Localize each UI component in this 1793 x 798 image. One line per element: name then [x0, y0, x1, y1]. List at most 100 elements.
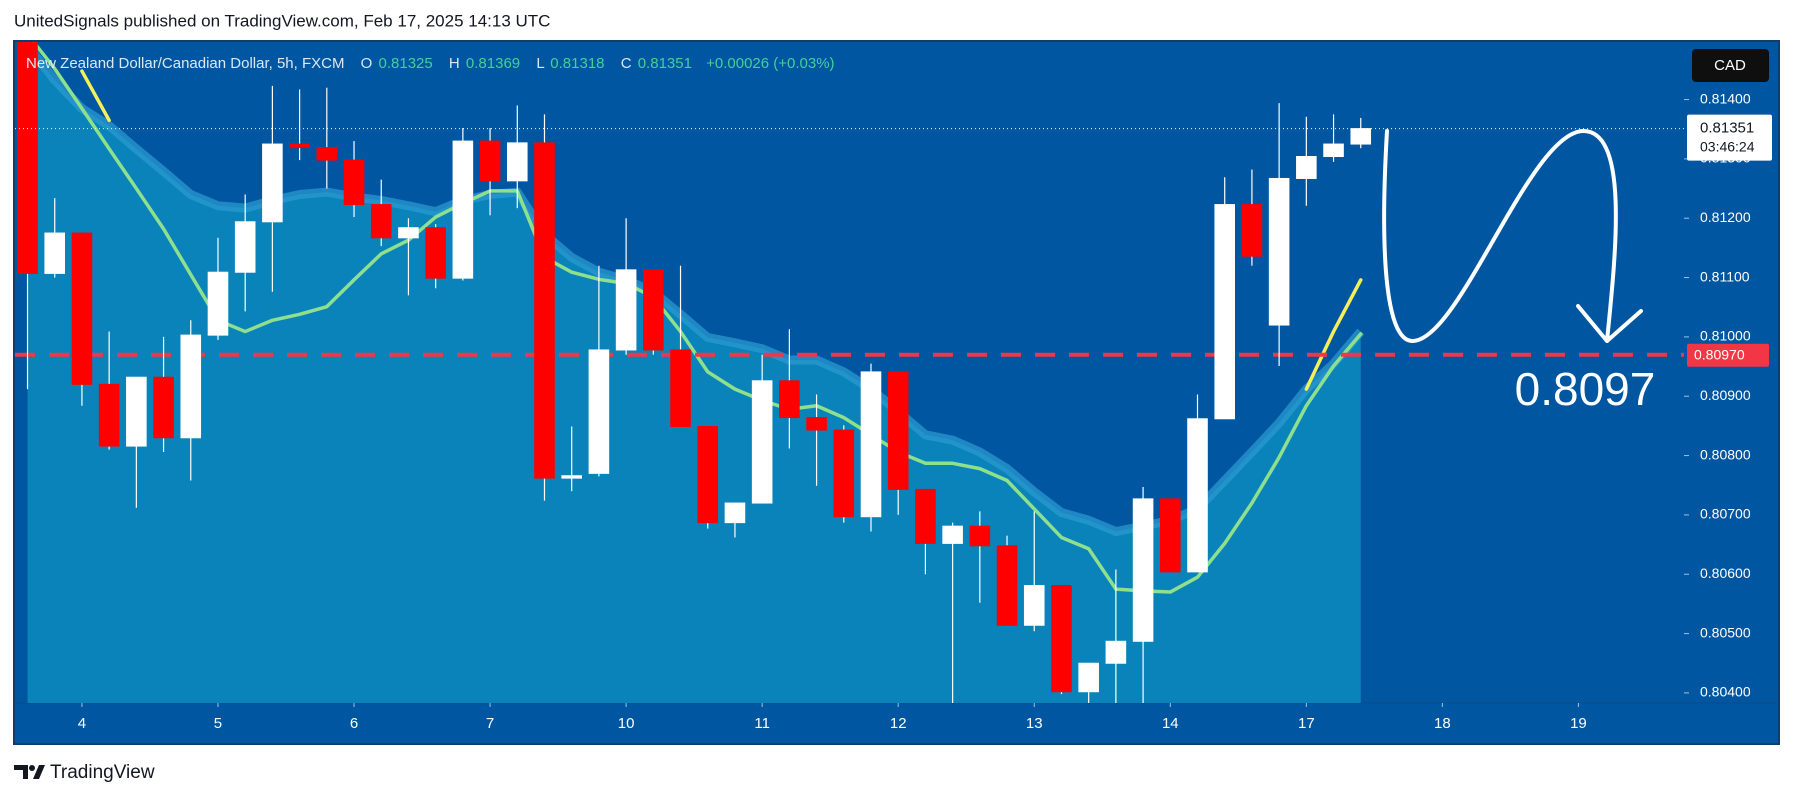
candle-body: [289, 143, 310, 149]
last-price-badge: [1687, 114, 1772, 161]
candle-body: [1350, 128, 1372, 145]
candle-body: [1132, 498, 1154, 642]
y-tick-label: 0.80800: [1700, 446, 1751, 462]
y-tick-label: 0.80500: [1700, 624, 1751, 640]
y-tick-label: 0.81200: [1700, 209, 1751, 225]
candle-body: [643, 269, 664, 351]
candle-body: [1023, 585, 1045, 626]
target-annotation: 0.8097: [1515, 363, 1656, 415]
y-tick-label: 0.80900: [1700, 387, 1751, 403]
candle-body: [1078, 662, 1099, 693]
legend-value: 0.81325: [379, 55, 433, 72]
ma-line: [1304, 278, 1363, 391]
candle-body: [779, 380, 800, 419]
x-tick-label: 19: [1570, 715, 1587, 732]
legend-label: O: [361, 55, 373, 72]
level-label: 0.80970: [1694, 346, 1745, 362]
candle-body: [44, 232, 66, 274]
candle-body: [126, 376, 147, 447]
candle-body: [506, 142, 528, 182]
drawn-arrow: [1382, 128, 1643, 344]
legend-value: 0.81318: [550, 55, 604, 72]
candle-body: [1268, 177, 1290, 326]
x-tick-label: 11: [754, 715, 770, 732]
y-tick-label: 0.81100: [1700, 268, 1750, 284]
bar-countdown: 03:46:24: [1700, 138, 1755, 154]
candle-body: [1241, 204, 1263, 257]
y-tick-label: 0.80700: [1700, 506, 1751, 522]
candle-body: [1187, 418, 1208, 573]
legend-change: +0.00026 (+0.03%): [706, 55, 834, 72]
axes: 0.80400 0.80500 0.80600 0.80700 0.80800 0.809…: [78, 90, 1772, 732]
candle-body: [1159, 498, 1181, 573]
y-tick-label: 0.81400: [1700, 90, 1751, 106]
candle-body: [942, 525, 963, 544]
candle-body: [697, 425, 719, 524]
publisher-header: UnitedSignals published on TradingView.c…: [14, 11, 550, 30]
candle-body: [588, 349, 610, 474]
level-badge: [1687, 343, 1769, 367]
candle-body: [806, 417, 827, 431]
candle-body: [452, 140, 474, 279]
candle-body: [343, 159, 365, 206]
candle-body: [860, 371, 882, 518]
candle-body: [969, 525, 991, 547]
y-tick-label: 0.80600: [1700, 565, 1751, 581]
candle-body: [1105, 640, 1127, 664]
x-tick-label: 10: [618, 715, 635, 732]
x-tick-label: 17: [1298, 715, 1315, 732]
price-pane: [15, 42, 1684, 703]
candle-body: [234, 221, 256, 273]
candle-body: [17, 42, 38, 274]
candle-body: [425, 227, 446, 279]
candle-body: [1051, 585, 1072, 693]
candle-body: [153, 376, 174, 439]
candle-body: [670, 349, 691, 427]
x-tick-label: 5: [214, 715, 222, 732]
currency-label: CAD: [1714, 57, 1746, 74]
brand-logo[interactable]: TradingView: [14, 762, 155, 783]
y-tick-label: 0.80400: [1700, 684, 1751, 700]
y-tick-label: 0.81000: [1700, 328, 1751, 344]
candle-body: [207, 271, 229, 336]
x-tick-label: 7: [486, 715, 494, 732]
ma-line: [80, 69, 111, 123]
symbol-title: New Zealand Dollar/Canadian Dollar, 5h, …: [26, 55, 344, 72]
x-tick-label: 4: [78, 715, 86, 732]
candle-body: [398, 227, 419, 239]
candle-body: [262, 143, 283, 223]
candle-body: [316, 147, 338, 161]
candle-body: [887, 371, 909, 490]
candle-body: [996, 545, 1018, 626]
candle-body: [833, 429, 855, 518]
candle-body: [98, 383, 120, 447]
last-price-label: 0.81351: [1700, 120, 1754, 137]
symbol-legend: New Zealand Dollar/Canadian Dollar, 5h, …: [26, 55, 835, 72]
candle-body: [724, 502, 746, 524]
candle-body: [370, 204, 392, 239]
x-tick-label: 14: [1162, 715, 1179, 732]
candle-body: [479, 140, 501, 182]
candle-body: [180, 334, 202, 439]
x-tick-label: 6: [350, 715, 358, 732]
candle-body: [1323, 143, 1344, 158]
candle-body: [561, 475, 582, 479]
brand-name: TradingView: [50, 762, 155, 783]
x-tick-label: 18: [1434, 715, 1451, 732]
candle-body: [71, 232, 93, 385]
legend-value: 0.81351: [638, 55, 692, 72]
candle-body: [1296, 156, 1317, 179]
currency-badge[interactable]: [1692, 49, 1769, 82]
x-tick-label: 12: [890, 715, 907, 732]
candle-body: [751, 380, 773, 504]
x-tick-label: 13: [1026, 715, 1043, 732]
candle-body: [615, 269, 637, 351]
logo-mark: [29, 765, 35, 771]
legend-label: L: [536, 55, 544, 72]
candle-body: [1214, 204, 1236, 420]
legend-label: H: [449, 55, 460, 72]
candle-body: [915, 488, 936, 544]
candle-body: [534, 142, 555, 479]
legend-label: C: [621, 55, 632, 72]
